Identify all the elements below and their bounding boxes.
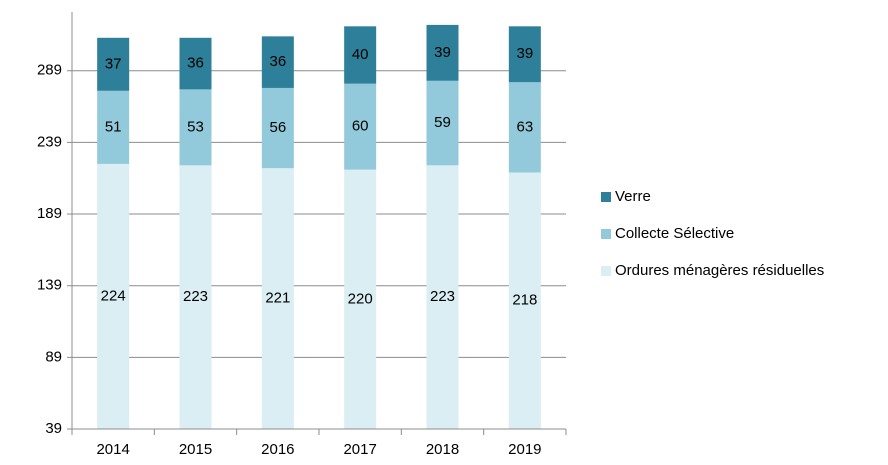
bar-segment (97, 37, 130, 91)
x-tick-label: 2016 (261, 441, 294, 458)
data-label: 39 (516, 45, 533, 62)
bar-segment (344, 83, 377, 170)
data-label: 220 (348, 290, 373, 307)
y-tick-label: 289 (37, 62, 62, 79)
data-label: 221 (265, 290, 290, 307)
bar-segment (508, 26, 541, 83)
legend-label: Ordures ménagères résiduelles (615, 262, 824, 279)
legend-swatch (601, 229, 611, 239)
y-tick-label: 239 (37, 133, 62, 150)
data-label: 223 (183, 288, 208, 305)
data-label: 40 (352, 46, 369, 63)
x-tick-label: 2015 (179, 441, 212, 458)
data-label: 56 (269, 119, 286, 136)
data-label: 39 (434, 44, 451, 61)
data-label: 223 (430, 288, 455, 305)
bar-segment (97, 163, 130, 429)
data-label: 218 (512, 292, 537, 309)
y-tick-label: 189 (37, 205, 62, 222)
bar-segment (344, 169, 377, 430)
y-tick-label: 89 (45, 348, 62, 365)
x-tick-label: 2014 (96, 441, 129, 458)
legend-label: Verre (615, 188, 651, 205)
data-label: 63 (516, 118, 533, 135)
bar-segment (97, 90, 130, 164)
data-label: 51 (105, 118, 122, 135)
bar-segment (426, 80, 459, 166)
x-tick-label: 2017 (343, 441, 376, 458)
bar-segment (261, 87, 294, 169)
data-label: 59 (434, 114, 451, 131)
x-tick-label: 2019 (508, 441, 541, 458)
bar-segment (261, 168, 294, 430)
data-label: 36 (269, 53, 286, 70)
data-label: 60 (352, 118, 369, 135)
bar-segment (426, 165, 459, 429)
y-tick-label: 139 (37, 277, 62, 294)
bar-segment (261, 36, 294, 88)
data-label: 36 (187, 55, 204, 72)
y-tick-label: 39 (45, 420, 62, 437)
bar-segment (344, 26, 377, 84)
data-label: 53 (187, 118, 204, 135)
legend-swatch (601, 192, 611, 202)
bar-segment (179, 165, 212, 429)
bar-segment (179, 37, 212, 90)
bar-segment (508, 172, 541, 429)
legend-swatch (601, 266, 611, 276)
bar-segment (508, 82, 541, 173)
bar-segment (179, 89, 212, 166)
x-tick-label: 2018 (426, 441, 459, 458)
data-label: 224 (101, 287, 126, 304)
bar-segment (426, 24, 459, 81)
legend-label: Collecte Sélective (615, 225, 734, 242)
data-label: 37 (105, 55, 122, 72)
